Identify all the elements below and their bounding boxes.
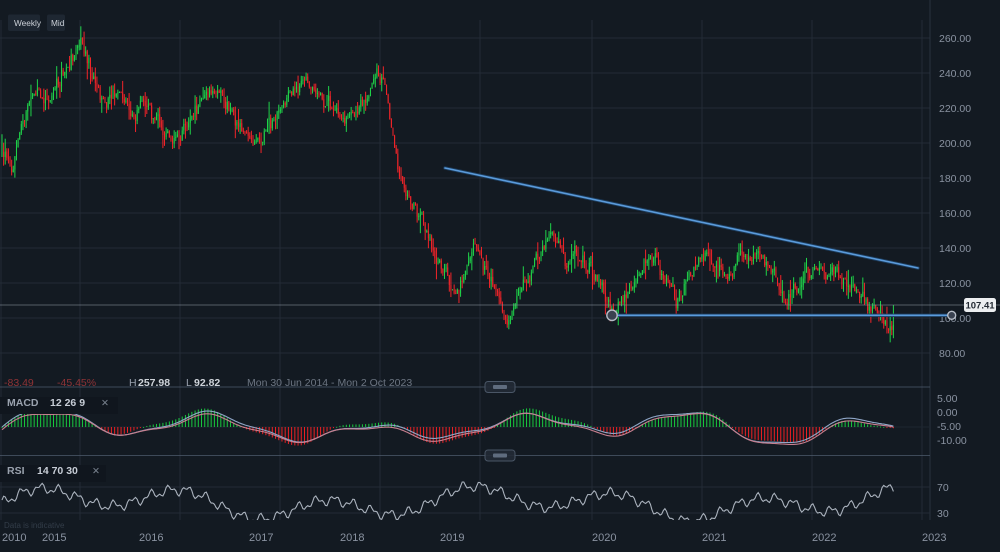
svg-text:2017: 2017 bbox=[249, 532, 273, 544]
svg-text:MACD: MACD bbox=[7, 397, 39, 409]
svg-text:5.00: 5.00 bbox=[937, 393, 958, 405]
svg-text:30: 30 bbox=[937, 508, 949, 520]
svg-text:Weekly: Weekly bbox=[14, 18, 42, 28]
svg-text:2021: 2021 bbox=[702, 532, 726, 544]
svg-text:✕: ✕ bbox=[101, 398, 109, 409]
svg-text:107.41: 107.41 bbox=[965, 301, 995, 312]
svg-text:12 26 9: 12 26 9 bbox=[50, 397, 85, 409]
svg-text:70: 70 bbox=[937, 482, 949, 494]
svg-text:Mid: Mid bbox=[51, 18, 65, 28]
svg-text:2022: 2022 bbox=[812, 532, 836, 544]
svg-text:140.00: 140.00 bbox=[939, 243, 971, 255]
svg-text:2018: 2018 bbox=[340, 532, 364, 544]
svg-text:220.00: 220.00 bbox=[939, 103, 971, 115]
svg-text:80.00: 80.00 bbox=[939, 348, 965, 360]
svg-text:2015: 2015 bbox=[42, 532, 66, 544]
svg-text:2019: 2019 bbox=[440, 532, 464, 544]
svg-text:200.00: 200.00 bbox=[939, 138, 971, 150]
svg-text:240.00: 240.00 bbox=[939, 68, 971, 80]
svg-text:160.00: 160.00 bbox=[939, 208, 971, 220]
svg-text:2020: 2020 bbox=[592, 532, 616, 544]
svg-text:260.00: 260.00 bbox=[939, 33, 971, 45]
svg-text:0.00: 0.00 bbox=[937, 407, 958, 419]
svg-text:-5.00: -5.00 bbox=[937, 421, 961, 433]
svg-text:RSI: RSI bbox=[7, 465, 25, 477]
svg-text:2010: 2010 bbox=[2, 532, 26, 544]
svg-text:14 70 30: 14 70 30 bbox=[37, 465, 78, 477]
svg-text:2023: 2023 bbox=[922, 532, 946, 544]
svg-text:Data is indicative: Data is indicative bbox=[4, 521, 65, 530]
svg-text:180.00: 180.00 bbox=[939, 173, 971, 185]
svg-text:-10.00: -10.00 bbox=[937, 435, 967, 447]
svg-text:120.00: 120.00 bbox=[939, 278, 971, 290]
svg-text:2016: 2016 bbox=[139, 532, 163, 544]
svg-text:✕: ✕ bbox=[92, 466, 100, 477]
